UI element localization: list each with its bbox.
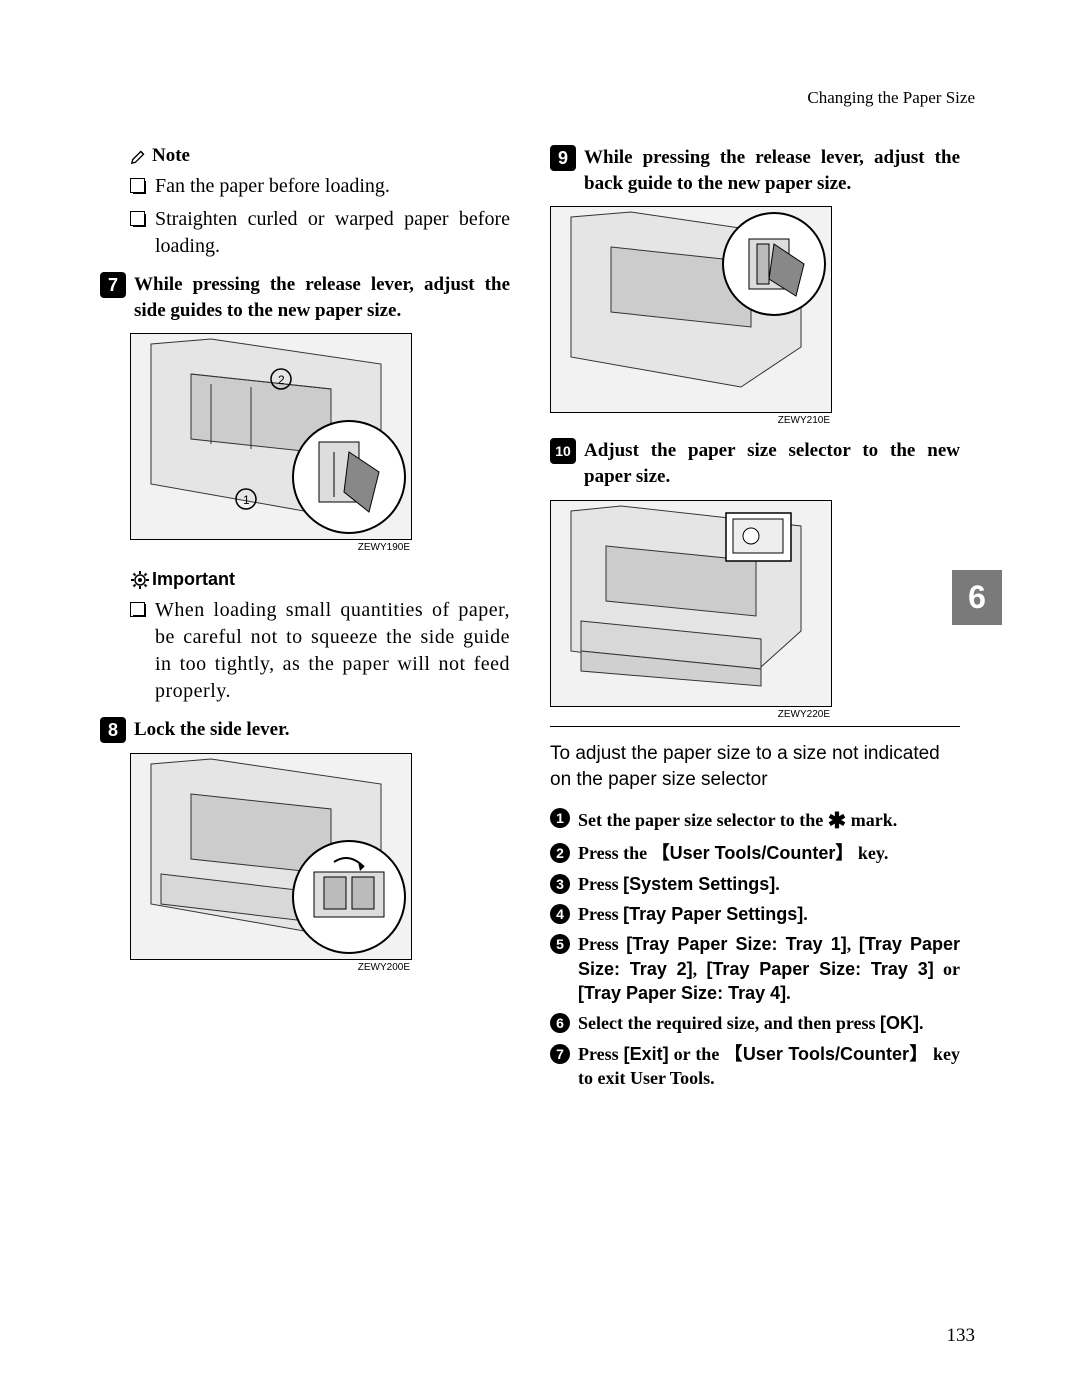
- figure-caption: ZEWY210E: [550, 415, 830, 426]
- step-7: 7 While pressing the release lever, adju…: [100, 272, 510, 323]
- sub-step-text: Press [Tray Paper Settings].: [578, 902, 960, 926]
- step-text: While pressing the release lever, adjust…: [584, 145, 960, 196]
- sub-step-7: 7 Press [Exit] or the 【User Tools/Counte…: [550, 1042, 960, 1091]
- gear-icon: [130, 570, 150, 590]
- step-number-icon: 7: [100, 272, 126, 298]
- sub-step-4: 4 Press [Tray Paper Settings].: [550, 902, 960, 926]
- bullet-icon: [130, 211, 145, 226]
- figure-caption: ZEWY190E: [100, 542, 410, 553]
- sub-number-icon: 6: [550, 1013, 570, 1033]
- sub-step-text: Set the paper size selector to the ✱ mar…: [578, 806, 960, 836]
- figure-8: [130, 753, 412, 960]
- star-icon: ✱: [828, 806, 846, 836]
- bullet-icon: [130, 602, 145, 617]
- svg-text:1: 1: [243, 493, 250, 507]
- step-8: 8 Lock the side lever.: [100, 717, 510, 743]
- figure-caption: ZEWY200E: [100, 962, 410, 973]
- figure-caption: ZEWY220E: [550, 709, 830, 720]
- step-text: While pressing the release lever, adjust…: [134, 272, 510, 323]
- important-item: When loading small quantities of paper, …: [130, 597, 510, 705]
- svg-text:2: 2: [278, 373, 285, 387]
- page-header: Changing the Paper Size: [807, 88, 975, 108]
- sub-step-2: 2 Press the 【User Tools/Counter】 key.: [550, 841, 960, 865]
- sub-step-1: 1 Set the paper size selector to the ✱ m…: [550, 806, 960, 836]
- important-text: Important: [152, 569, 235, 590]
- left-column: Note Fan the paper before loading. Strai…: [100, 145, 510, 1096]
- sub-step-3: 3 Press [System Settings].: [550, 872, 960, 896]
- right-column: 9 While pressing the release lever, adju…: [550, 145, 980, 1096]
- pencil-icon: [130, 147, 148, 165]
- sub-number-icon: 4: [550, 904, 570, 924]
- step-text: Lock the side lever.: [134, 717, 510, 743]
- important-label: Important: [130, 569, 235, 590]
- step-10: 10 Adjust the paper size selector to the…: [550, 438, 960, 489]
- sub-step-text: Press [Tray Paper Size: Tray 1], [Tray P…: [578, 932, 960, 1005]
- content-columns: Note Fan the paper before loading. Strai…: [100, 145, 980, 1096]
- sub-number-icon: 3: [550, 874, 570, 894]
- note-item: Fan the paper before loading.: [130, 173, 510, 200]
- note-label: Note: [130, 145, 190, 167]
- sub-step-text: Press [Exit] or the 【User Tools/Counter】…: [578, 1042, 960, 1091]
- important-item-text: When loading small quantities of paper, …: [155, 597, 510, 705]
- sub-number-icon: 2: [550, 843, 570, 863]
- chapter-tab: 6: [952, 570, 1002, 625]
- bullet-icon: [130, 178, 145, 193]
- sub-number-icon: 7: [550, 1044, 570, 1064]
- sub-step-6: 6 Select the required size, and then pre…: [550, 1011, 960, 1035]
- note-item-text: Fan the paper before loading.: [155, 173, 390, 200]
- sub-step-text: Press [System Settings].: [578, 872, 960, 896]
- sub-number-icon: 5: [550, 934, 570, 954]
- step-number-icon: 9: [550, 145, 576, 171]
- step-9: 9 While pressing the release lever, adju…: [550, 145, 960, 196]
- note-item: Straighten curled or warped paper before…: [130, 206, 510, 260]
- note-item-text: Straighten curled or warped paper before…: [155, 206, 510, 260]
- sub-heading: To adjust the paper size to a size not i…: [550, 726, 960, 794]
- step-number-icon: 8: [100, 717, 126, 743]
- figure-7: 2 1: [130, 333, 412, 540]
- manual-page: Changing the Paper Size 6 Note Fan the p…: [0, 0, 1080, 1397]
- step-text: Adjust the paper size selector to the ne…: [584, 438, 960, 489]
- sub-step-text: Select the required size, and then press…: [578, 1011, 960, 1035]
- sub-number-icon: 1: [550, 808, 570, 828]
- sub-step-text: Press the 【User Tools/Counter】 key.: [578, 841, 960, 865]
- note-text: Note: [152, 145, 190, 167]
- figure-9: [550, 206, 832, 413]
- figure-10: [550, 500, 832, 707]
- page-number: 133: [947, 1325, 976, 1347]
- sub-step-5: 5 Press [Tray Paper Size: Tray 1], [Tray…: [550, 932, 960, 1005]
- step-number-icon: 10: [550, 438, 576, 464]
